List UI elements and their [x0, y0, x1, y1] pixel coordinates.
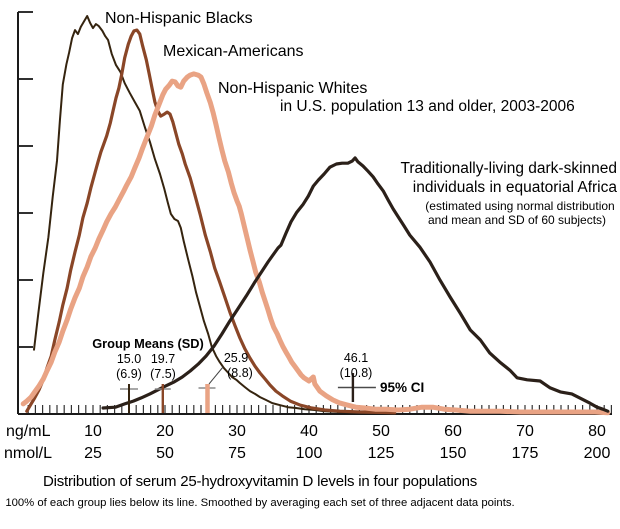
sd-value-africa: (10.8)	[340, 366, 373, 380]
ci-label: 95% CI	[380, 380, 424, 395]
mean-value-africa: 46.1	[344, 351, 368, 365]
x-tick-label-nmol: 125	[368, 445, 395, 462]
figure-title: Distribution of serum 25-hydroxyvitamin …	[43, 473, 477, 490]
label-mexican-americans: Mexican-Americans	[163, 43, 303, 60]
caption: Distribution of serum 25-hydroxyvitamin …	[5, 473, 514, 509]
mean-value-mexican: 19.7	[151, 352, 175, 366]
mean-value-blacks: 15.0	[117, 352, 141, 366]
label-non-hispanic-blacks: Non-Hispanic Blacks	[105, 10, 253, 27]
pointer-line-whites-mean	[208, 366, 224, 385]
label-africa-line1: Traditionally-living dark-skinned	[400, 160, 617, 177]
x-tick-label-nmol: 200	[584, 445, 611, 462]
group-means-header: Group Means (SD)	[92, 336, 204, 351]
x-axis-tick-labels: 10 20 30 40 50 60 70 80 25 50 75 100 125 150 175 200	[84, 423, 610, 462]
x-tick-label-ng: 10	[84, 423, 102, 440]
curve-3	[101, 156, 610, 413]
curve-0	[33, 15, 357, 414]
x-unit-nmol-l: nmol/L	[4, 445, 52, 462]
x-tick-label-nmol: 50	[156, 445, 174, 462]
x-tick-label-nmol: 175	[512, 445, 539, 462]
curve-1	[25, 28, 397, 415]
mean-value-whites: 25.9	[224, 351, 248, 365]
label-non-hispanic-whites-line2: in U.S. population 13 and older, 2003-20…	[280, 98, 575, 115]
sd-value-whites: (8.8)	[227, 366, 253, 380]
axis-unit-labels: ng/mL nmol/L	[4, 423, 52, 462]
label-africa-note-line2: and mean and SD of 60 subjects)	[428, 213, 606, 227]
label-africa-note-line1: (estimated using normal distribution	[425, 199, 614, 213]
x-tick-label-ng: 50	[372, 423, 390, 440]
x-tick-label-nmol: 150	[440, 445, 467, 462]
curve-2	[20, 71, 611, 416]
figure-subtitle: 100% of each group lies below its line. …	[5, 497, 514, 509]
curve-labels: Non-Hispanic Blacks Mexican-Americans No…	[105, 10, 617, 227]
label-africa-line2: individuals in equatorial Africa	[413, 179, 618, 196]
x-unit-ng-ml: ng/mL	[6, 423, 51, 440]
group-means-annotation: Group Means (SD) 15.0 (6.9) 19.7 (7.5) 2…	[92, 336, 424, 395]
x-tick-label-nmol: 25	[84, 445, 102, 462]
x-tick-label-ng: 60	[444, 423, 462, 440]
label-non-hispanic-whites-line1: Non-Hispanic Whites	[218, 80, 367, 97]
sd-value-mexican: (7.5)	[150, 367, 176, 381]
x-tick-label-ng: 40	[300, 423, 318, 440]
sd-value-blacks: (6.9)	[116, 367, 142, 381]
distribution-curves	[20, 15, 611, 416]
x-tick-label-nmol: 100	[296, 445, 323, 462]
x-tick-label-ng: 70	[516, 423, 534, 440]
x-tick-label-ng: 30	[228, 423, 246, 440]
x-tick-label-ng: 80	[588, 423, 606, 440]
x-tick-label-nmol: 75	[228, 445, 246, 462]
group-mean-markers	[120, 373, 376, 413]
x-tick-label-ng: 20	[156, 423, 174, 440]
